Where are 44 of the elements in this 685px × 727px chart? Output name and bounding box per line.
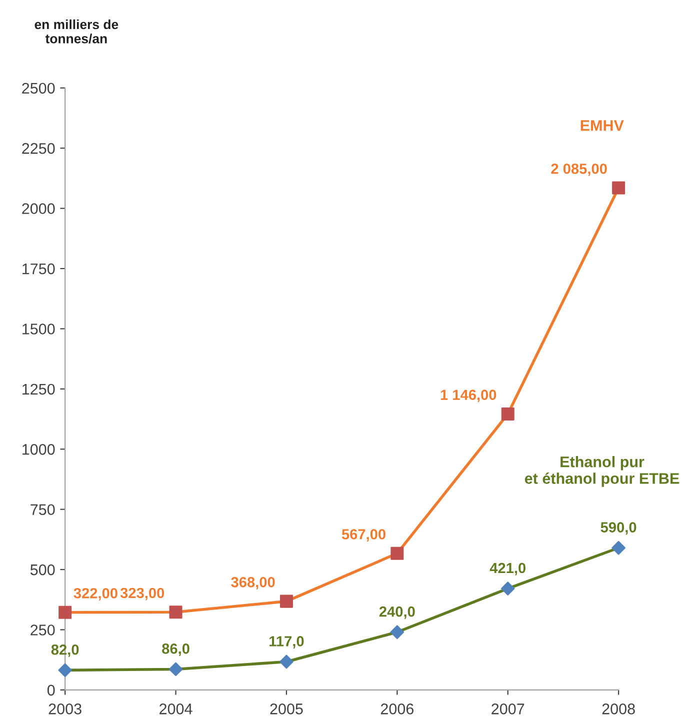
data-label: 322,00: [74, 588, 118, 601]
y-tick-label: 0: [47, 684, 55, 696]
x-tick-label: 2006: [380, 704, 414, 714]
point: [390, 625, 404, 640]
point: [58, 663, 72, 678]
point: [58, 606, 72, 619]
x-tick-label: 2005: [270, 704, 303, 714]
x-tick-label: 2008: [602, 704, 635, 714]
point: [612, 181, 626, 194]
data-label: 590,0: [600, 522, 636, 535]
data-label: 1 146,00: [440, 390, 496, 402]
y-tick-label: 1750: [22, 263, 55, 274]
y-tick-label: 2000: [22, 203, 55, 214]
data-label: 567,00: [342, 529, 386, 542]
text: EMHV: [580, 120, 624, 131]
x-tick-label: 2004: [160, 704, 192, 714]
point: [612, 540, 626, 555]
data-label: 82,0: [51, 644, 79, 657]
y-tick-label: 750: [30, 504, 55, 516]
data-label: 240,0: [379, 606, 415, 619]
y-tick-label: 500: [30, 564, 55, 576]
data-label: 86,0: [162, 644, 190, 656]
point: [280, 654, 294, 669]
data-label: 368,00: [231, 576, 275, 590]
data-label: 421,0: [490, 562, 526, 576]
text: Ethanol pur et éthanol pour ETBE: [524, 456, 680, 487]
data-label: 2 085,00: [551, 164, 607, 176]
point: [169, 606, 182, 619]
data-label: 117,0: [270, 636, 304, 648]
point: [280, 594, 293, 608]
point: [500, 582, 515, 596]
y-tick-label: 250: [30, 624, 55, 636]
data-label: 323,00: [120, 588, 164, 600]
y-tick-label: 1500: [22, 324, 55, 334]
y-axis-title: en milliers de tonnes/an: [34, 19, 118, 44]
y-tick-label: 1250: [22, 384, 55, 395]
point: [168, 662, 183, 676]
y-tick-label: 1000: [22, 444, 55, 455]
y-tick-label: 2500: [22, 82, 55, 94]
y-tick-label: 2250: [22, 143, 55, 154]
point: [390, 546, 404, 560]
x-tick-label: 2003: [48, 704, 82, 714]
point: [501, 407, 514, 420]
x-tick-label: 2007: [492, 704, 524, 714]
